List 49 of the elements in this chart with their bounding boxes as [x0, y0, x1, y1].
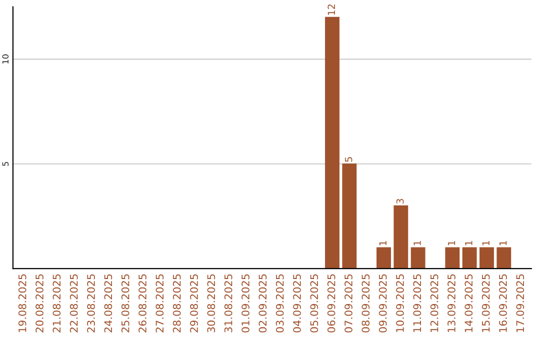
bar — [394, 205, 408, 269]
x-tick-label: 25.08.2025 — [121, 274, 130, 332]
data-label: 1 — [482, 240, 490, 246]
x-tick-label: 05.09.2025 — [310, 274, 318, 332]
x-tick-label: 16.09.2025 — [499, 274, 507, 332]
x-tick-label: 28.08.2025 — [172, 274, 181, 332]
data-label: 1 — [448, 240, 456, 246]
x-tick-label: 07.09.2025 — [344, 274, 352, 332]
x-tick-label: 15.09.2025 — [482, 274, 490, 332]
x-tick-label: 09.09.2025 — [378, 274, 387, 332]
x-tick-label: 01.09.2025 — [242, 274, 250, 332]
bar — [445, 247, 460, 269]
x-tick-label: 20.08.2025 — [36, 274, 44, 332]
x-tick-label: 13.09.2025 — [448, 274, 456, 332]
x-tick-label: 17.09.2025 — [516, 274, 524, 332]
data-label: 5 — [345, 157, 352, 162]
x-tick-label: 08.09.2025 — [362, 274, 370, 332]
data-label: 1 — [414, 240, 421, 246]
x-tick-label: 06.09.2025 — [327, 274, 336, 332]
bar — [496, 247, 512, 269]
data-label: 3 — [396, 198, 404, 204]
bar — [462, 247, 477, 269]
data-label: 1 — [499, 240, 507, 246]
x-tick-label: 22.08.2025 — [70, 274, 78, 332]
x-tick-label: 26.08.2025 — [138, 274, 146, 332]
x-tick-label: 27.08.2025 — [156, 274, 164, 332]
bar — [376, 247, 391, 269]
x-tick-label: 30.08.2025 — [207, 274, 216, 332]
bar — [342, 164, 357, 269]
x-tick-label: 24.08.2025 — [104, 274, 112, 332]
x-tick-label: 19.08.2025 — [18, 274, 26, 332]
data-label: 1 — [465, 240, 472, 246]
x-tick-label: 14.09.2025 — [464, 274, 473, 332]
y-tick-label: 10 — [2, 54, 9, 64]
x-tick-label: 04.09.2025 — [293, 274, 301, 332]
data-label: 12 — [328, 4, 335, 15]
bar — [410, 247, 426, 269]
data-label: 1 — [379, 240, 386, 246]
x-tick-label: 03.09.2025 — [276, 274, 284, 332]
x-tick-label: 11.09.2025 — [413, 274, 422, 332]
x-tick-label: 23.08.2025 — [87, 274, 95, 332]
x-tick-label: 29.08.2025 — [190, 274, 198, 332]
x-tick-label: 10.09.2025 — [396, 274, 404, 332]
bar — [325, 16, 340, 269]
x-tick-label: 21.08.2025 — [52, 274, 61, 332]
bar — [480, 247, 494, 269]
x-tick-label: 31.08.2025 — [224, 274, 232, 332]
x-tick-label: 12.09.2025 — [430, 274, 438, 332]
x-tick-label: 02.09.2025 — [258, 274, 267, 332]
